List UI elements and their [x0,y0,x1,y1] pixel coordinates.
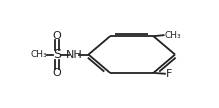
Text: CH₃: CH₃ [30,50,47,59]
Text: CH₃: CH₃ [164,31,181,40]
Text: NH: NH [66,50,83,60]
Text: O: O [53,68,62,78]
Text: S: S [53,48,61,61]
Text: F: F [166,69,173,79]
Text: O: O [53,31,62,41]
